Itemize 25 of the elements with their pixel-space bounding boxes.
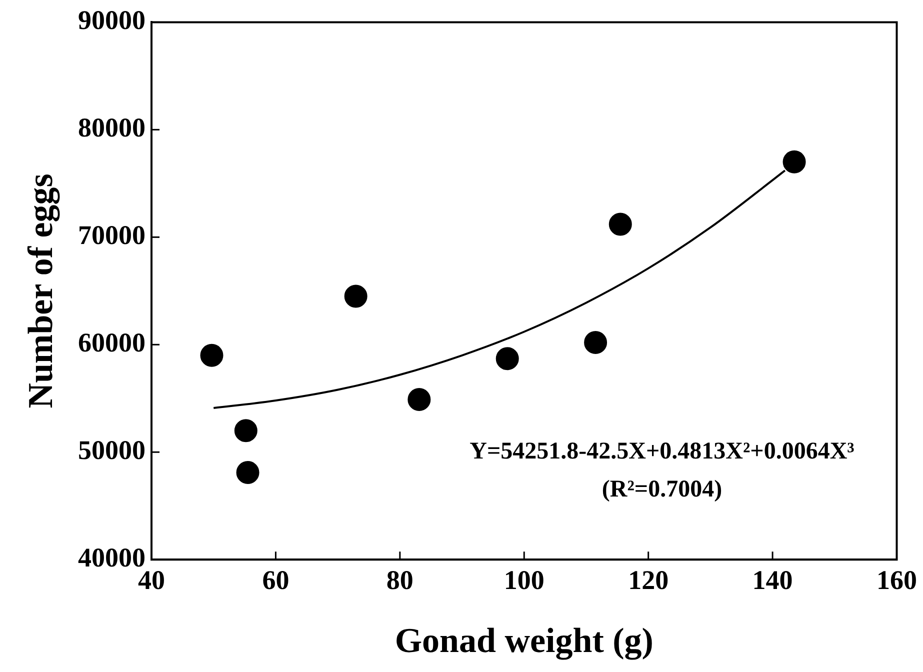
x-tick-label: 60 — [262, 564, 290, 595]
y-tick-label: 90000 — [78, 5, 146, 36]
x-tick-label: 120 — [628, 564, 669, 595]
point — [344, 284, 368, 308]
point — [496, 347, 519, 370]
y-tick-label: 40000 — [78, 542, 146, 573]
y-tick-label: 80000 — [78, 112, 146, 143]
x-tick-label: 100 — [504, 564, 544, 595]
y-tick-label: 60000 — [78, 328, 146, 358]
x-axis-title: Gonad weight (g) — [394, 621, 654, 660]
point — [408, 388, 431, 411]
y-tick-label: 70000 — [78, 220, 146, 250]
x-tick-label: 160 — [876, 564, 917, 595]
y-tick-label: 50000 — [78, 435, 146, 466]
point — [200, 344, 224, 367]
annotation: (R²=0.7004) — [602, 476, 722, 502]
x-tick-label: 80 — [386, 564, 414, 595]
point — [608, 212, 632, 236]
annotation: Y=54251.8-42.5X+0.4813X²+0.0064X³ — [470, 438, 854, 464]
x-tick-label: 140 — [752, 564, 793, 595]
y-axis-title: Number of eggs — [21, 174, 60, 408]
point — [236, 461, 260, 484]
point — [584, 330, 608, 354]
point — [782, 150, 806, 174]
point — [234, 419, 258, 442]
